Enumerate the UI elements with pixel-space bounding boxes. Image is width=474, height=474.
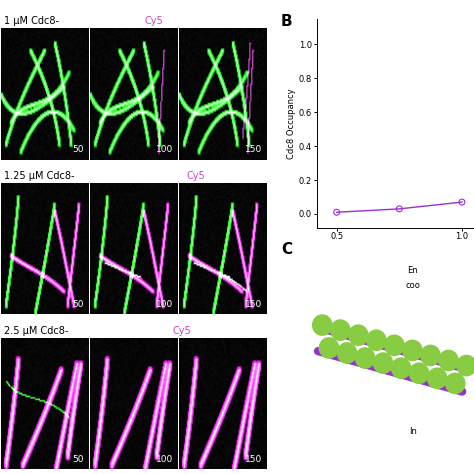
Text: B: B [281,14,293,29]
Circle shape [337,342,357,364]
Circle shape [391,357,411,379]
Text: 150: 150 [245,146,263,155]
Text: Cy5: Cy5 [187,171,206,181]
Circle shape [402,339,423,361]
Text: In: In [409,427,417,436]
Circle shape [366,329,387,351]
Text: 100: 100 [156,300,173,309]
Text: 100: 100 [156,455,173,464]
Text: 1 μM Cdc8-: 1 μM Cdc8- [4,17,59,27]
Text: 50: 50 [73,455,84,464]
Text: 50: 50 [73,300,84,309]
Point [333,209,340,216]
Y-axis label: Cdc8 Occupancy: Cdc8 Occupancy [287,88,296,158]
Text: coo: coo [405,281,420,290]
Circle shape [330,319,351,341]
Circle shape [355,347,375,369]
Circle shape [438,350,459,371]
Circle shape [384,335,405,356]
Circle shape [420,345,441,366]
Text: Cy5: Cy5 [173,326,191,336]
Text: 1.25 μM Cdc8-: 1.25 μM Cdc8- [4,171,74,181]
Text: 50: 50 [73,146,84,155]
Circle shape [319,337,339,359]
Text: 150: 150 [245,300,263,309]
Text: En: En [408,266,418,275]
Circle shape [373,352,393,374]
Text: C: C [281,242,292,257]
Circle shape [409,363,429,384]
Text: Cy5: Cy5 [145,17,163,27]
Point [395,205,403,213]
Text: 2.5 μM Cdc8-: 2.5 μM Cdc8- [4,326,68,336]
Text: 150: 150 [245,455,263,464]
Circle shape [456,355,474,376]
Point [458,198,466,206]
Circle shape [312,314,333,336]
Text: 100: 100 [156,146,173,155]
Circle shape [427,367,447,389]
Circle shape [348,324,369,346]
Circle shape [445,373,465,394]
